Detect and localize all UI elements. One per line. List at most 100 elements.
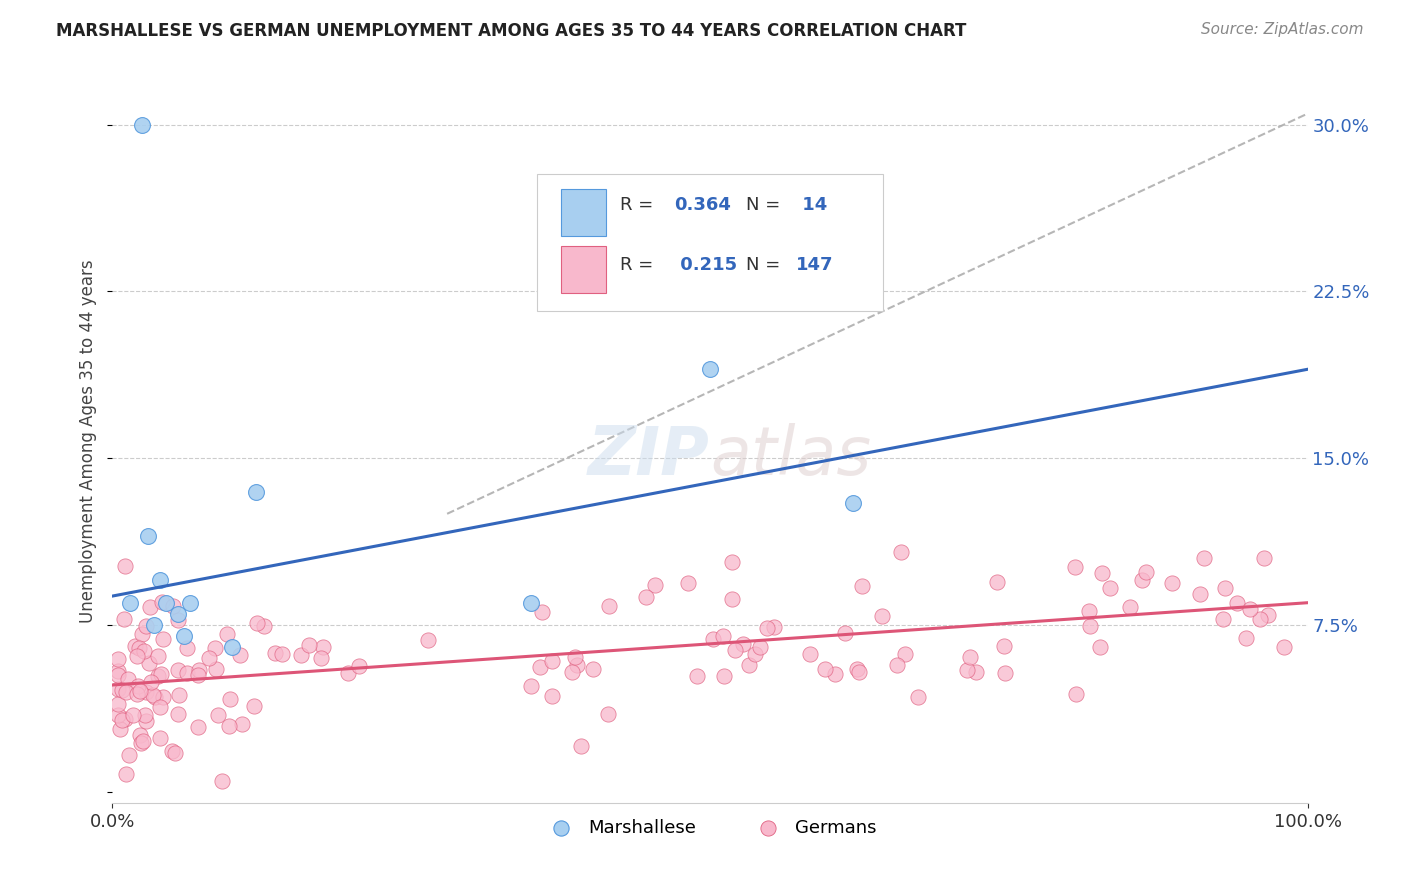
Point — [187, 720, 209, 734]
Point — [824, 667, 846, 681]
Point — [702, 632, 724, 646]
Text: Source: ZipAtlas.com: Source: ZipAtlas.com — [1201, 22, 1364, 37]
Point — [205, 662, 228, 676]
Point — [139, 674, 162, 689]
Point — [956, 663, 979, 677]
Point — [118, 747, 141, 762]
Point — [163, 746, 186, 760]
Point — [1064, 559, 1087, 574]
Point — [115, 767, 138, 781]
Point — [149, 731, 172, 746]
Point — [1078, 604, 1101, 618]
Point — [135, 619, 157, 633]
Point — [166, 613, 188, 627]
Point — [699, 362, 721, 376]
Point — [270, 648, 292, 662]
Point — [418, 632, 440, 647]
Point — [107, 707, 129, 722]
Point — [112, 611, 135, 625]
Point — [111, 682, 134, 697]
Point — [132, 644, 155, 658]
Point — [246, 615, 269, 630]
Point — [1091, 566, 1114, 580]
Point — [120, 596, 142, 610]
Point — [127, 687, 149, 701]
Point — [139, 599, 162, 614]
Point — [143, 618, 166, 632]
Point — [886, 657, 908, 672]
Point — [846, 662, 869, 676]
Point — [1192, 550, 1215, 565]
Point — [1161, 576, 1184, 591]
Point — [127, 679, 149, 693]
Text: 147: 147 — [796, 255, 834, 274]
Point — [1257, 607, 1279, 622]
Point — [581, 663, 603, 677]
Point — [131, 736, 153, 750]
Point — [160, 744, 183, 758]
Point — [711, 628, 734, 642]
Point — [530, 605, 553, 619]
Point — [1098, 581, 1121, 595]
Point — [686, 668, 709, 682]
Point — [894, 648, 917, 662]
Point — [264, 646, 287, 660]
Point — [959, 650, 981, 665]
Y-axis label: Unemployment Among Ages 35 to 44 years: Unemployment Among Ages 35 to 44 years — [79, 260, 97, 624]
Point — [176, 665, 198, 680]
Point — [218, 692, 240, 706]
Text: ZIP: ZIP — [588, 423, 710, 489]
Point — [569, 739, 592, 754]
Point — [336, 666, 359, 681]
Legend: Marshallese, Germans: Marshallese, Germans — [536, 812, 884, 845]
Point — [204, 640, 226, 655]
Point — [148, 649, 170, 664]
Point — [221, 640, 243, 655]
Point — [1130, 573, 1153, 587]
Point — [851, 579, 873, 593]
Point — [748, 640, 770, 655]
Point — [1274, 640, 1296, 654]
Text: atlas: atlas — [710, 423, 872, 489]
Point — [347, 658, 370, 673]
Point — [733, 637, 755, 651]
Point — [138, 529, 160, 543]
Point — [1226, 596, 1249, 610]
Point — [124, 639, 146, 653]
Text: 14: 14 — [796, 195, 827, 213]
Point — [167, 663, 190, 677]
Point — [149, 574, 172, 588]
Point — [813, 662, 835, 676]
Point — [561, 665, 583, 680]
Point — [142, 689, 165, 703]
Point — [122, 708, 145, 723]
Point — [179, 596, 201, 610]
Point — [565, 658, 588, 673]
Point — [149, 700, 172, 714]
Point — [1249, 612, 1271, 626]
Point — [634, 591, 657, 605]
Point — [143, 690, 166, 705]
Point — [131, 118, 153, 132]
Point — [211, 773, 233, 788]
Point — [290, 648, 312, 662]
Point — [965, 665, 987, 679]
Point — [107, 681, 129, 696]
Point — [1253, 550, 1275, 565]
Point — [198, 651, 221, 665]
Text: R =: R = — [620, 195, 659, 213]
Point — [520, 679, 543, 693]
Point — [108, 722, 131, 736]
Point — [243, 699, 266, 714]
FancyBboxPatch shape — [537, 174, 883, 311]
Point — [744, 648, 766, 662]
Point — [131, 626, 153, 640]
Point — [128, 641, 150, 656]
Point — [1135, 566, 1157, 580]
Point — [150, 595, 173, 609]
Point — [596, 707, 619, 722]
Point — [799, 648, 821, 662]
Point — [150, 666, 173, 681]
Point — [135, 714, 157, 728]
FancyBboxPatch shape — [561, 189, 606, 235]
